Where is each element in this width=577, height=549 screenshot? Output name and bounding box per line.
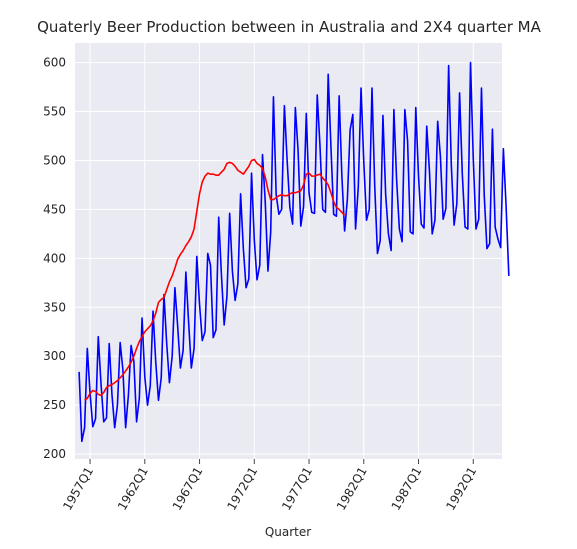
y-tick-label: 300 bbox=[43, 349, 66, 363]
y-tick-label: 250 bbox=[43, 398, 66, 412]
series-lines bbox=[78, 61, 510, 443]
y-tick-label: 500 bbox=[43, 153, 66, 167]
y-tick-label: 600 bbox=[43, 56, 66, 70]
y-tick-label: 400 bbox=[43, 251, 66, 265]
y-tick-label: 200 bbox=[43, 447, 66, 461]
x-tick-label: 1972Q1 bbox=[224, 465, 260, 513]
chart-title: Quaterly Beer Production between in Aust… bbox=[37, 18, 542, 36]
y-tick-label: 550 bbox=[43, 105, 66, 119]
x-tick-label: 1987Q1 bbox=[389, 465, 425, 513]
x-tick-label: 1992Q1 bbox=[443, 465, 479, 513]
x-axis-label: Quarter bbox=[265, 525, 311, 539]
y-tick-label: 350 bbox=[43, 300, 66, 314]
moving-average-line bbox=[84, 158, 346, 401]
x-tick-label: 1962Q1 bbox=[115, 465, 151, 513]
x-axis-ticks: 1957Q1 1962Q1 1967Q1 1972Q1 1977Q1 1982Q1 1987… bbox=[60, 459, 479, 513]
quarterly-production-line bbox=[78, 61, 510, 443]
x-tick-label: 1982Q1 bbox=[334, 465, 370, 513]
y-tick-label: 450 bbox=[43, 202, 66, 216]
x-tick-label: 1967Q1 bbox=[170, 465, 206, 513]
x-tick-label: 1977Q1 bbox=[279, 465, 315, 513]
y-axis-ticks: 200 250 300 350 400 450 500 550 600 bbox=[43, 56, 66, 462]
x-tick-label: 1957Q1 bbox=[60, 465, 96, 513]
